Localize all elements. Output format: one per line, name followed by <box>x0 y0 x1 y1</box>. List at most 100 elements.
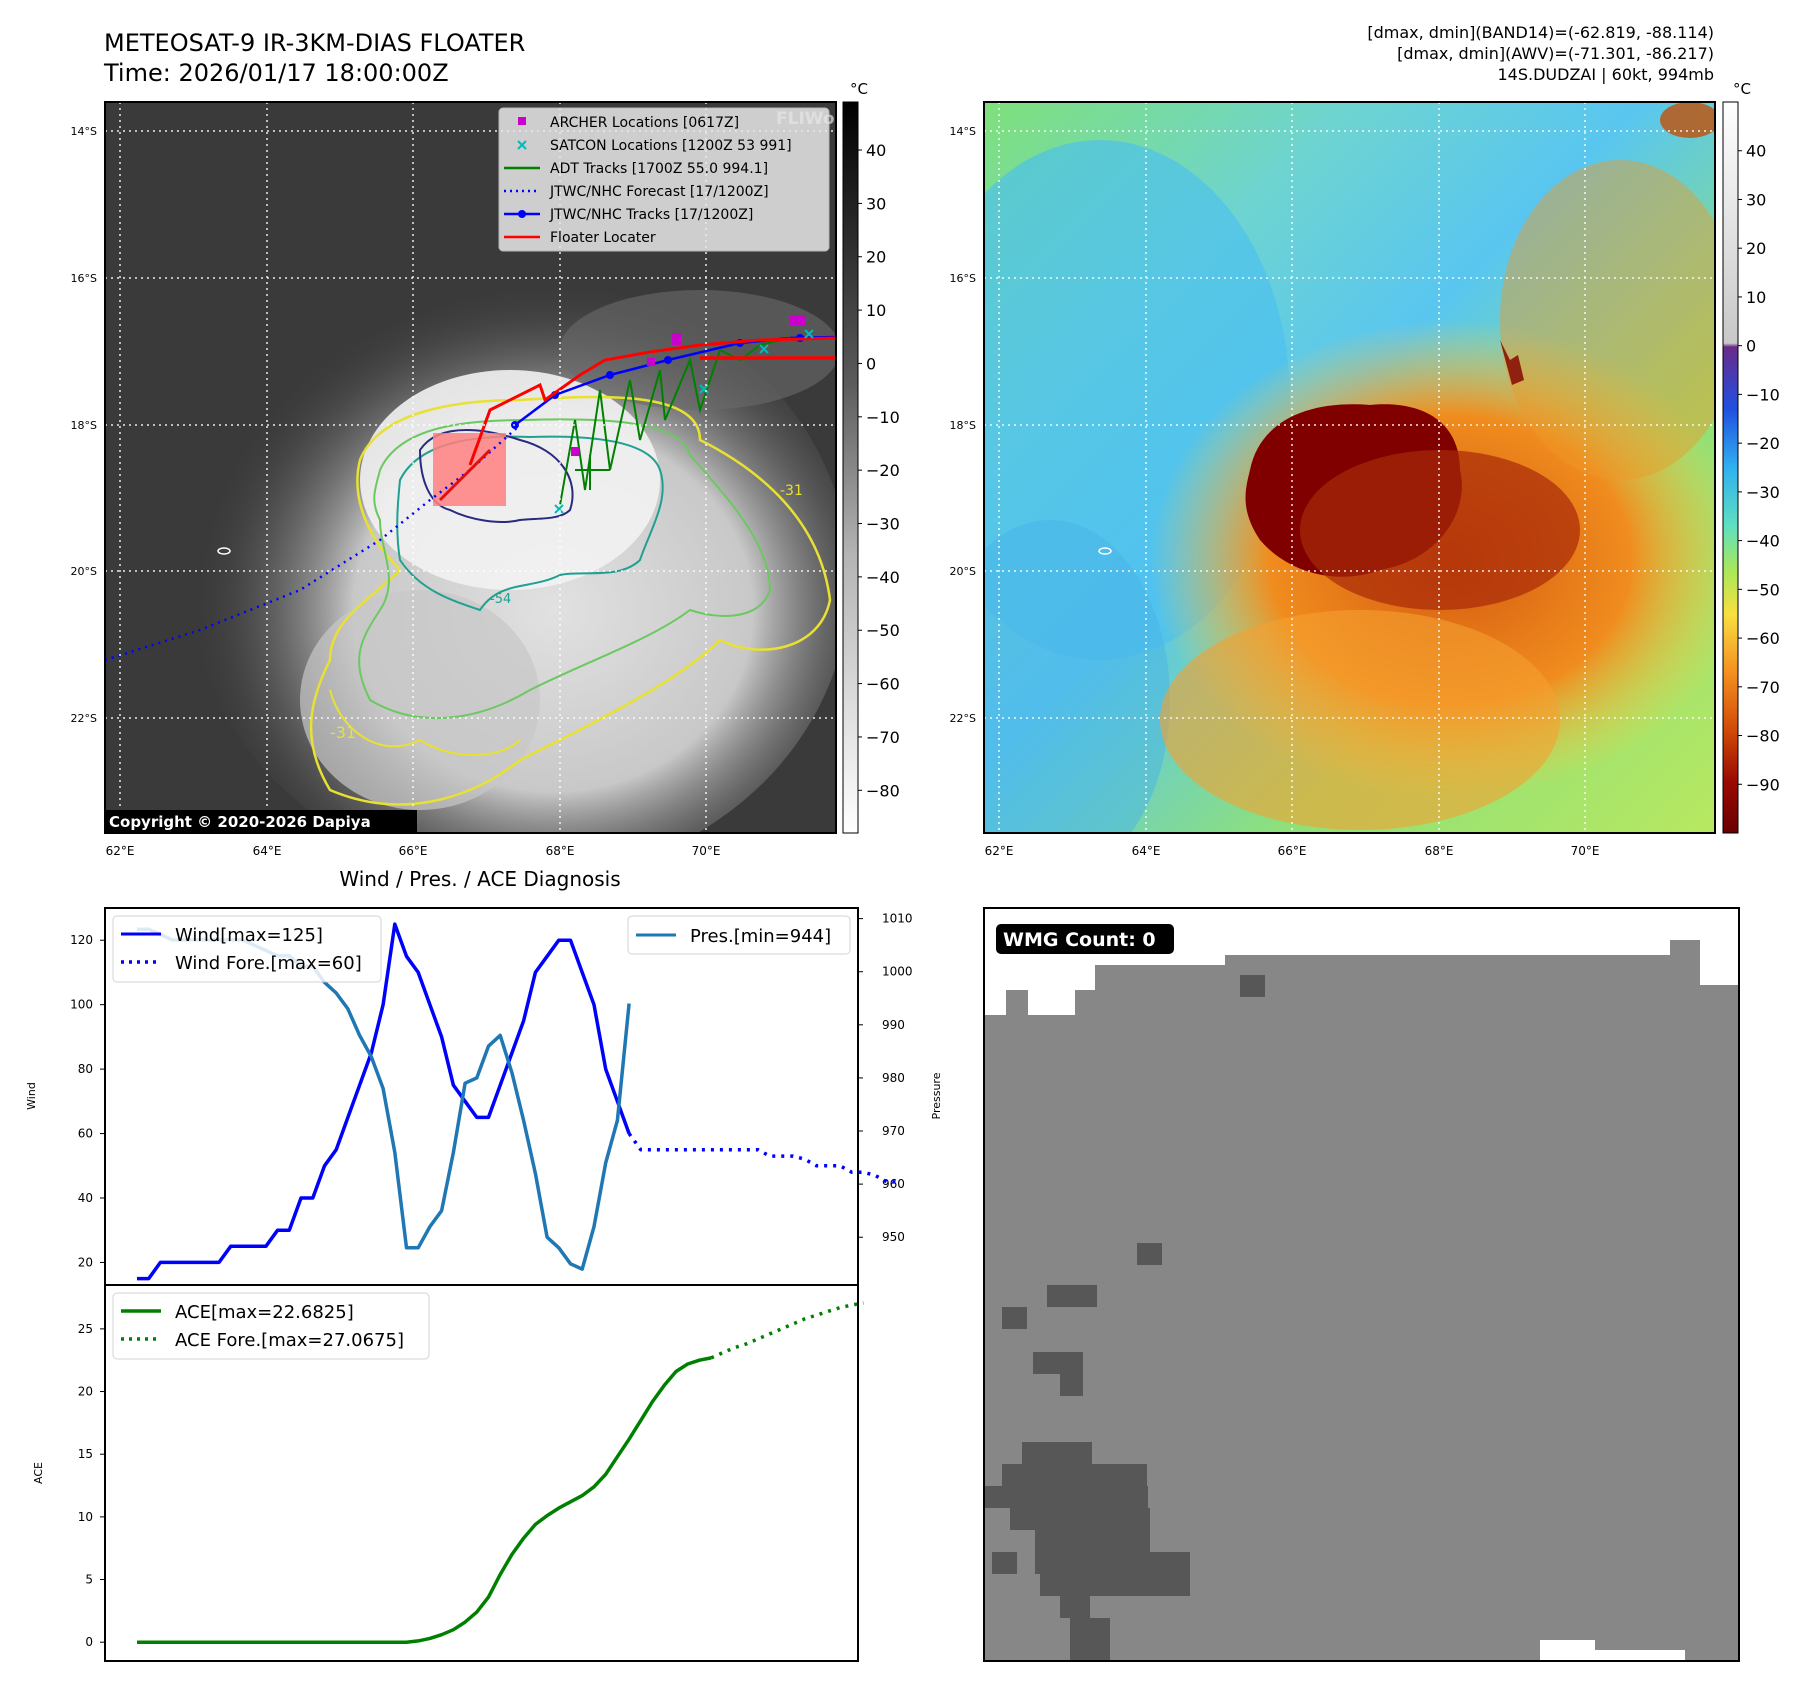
colorbar-tick-label: −10 <box>866 408 900 427</box>
gray-colorbar: °C 40 30 20 10 0 −10 −20 −30 −40 −50 −60 −70 −80 <box>842 80 900 834</box>
lon-label: 62°E <box>985 844 1014 858</box>
awv-range: [dmax, dmin](AWV)=(-71.301, -86.217) <box>1397 44 1714 63</box>
legend-item: ARCHER Locations [0617Z] <box>518 115 739 131</box>
wmg-frame <box>983 907 1740 1662</box>
colorbar-tick-label: 20 <box>1746 239 1766 258</box>
y-tick-label: 20 <box>78 1385 93 1399</box>
corner-cloud <box>1660 102 1715 138</box>
y2-tick-label: 980 <box>882 1071 905 1085</box>
cold-region <box>984 520 1170 833</box>
figure-time: Time: 2026/01/17 18:00:00Z <box>103 59 449 87</box>
ace-chart: 0 5 10 15 20 25 ACE ACE[max=22.6825] ACE Fore… <box>32 1284 864 1662</box>
legend-item: ACE[max=22.6825] <box>121 1302 354 1323</box>
y-tick-label: 60 <box>78 1127 93 1141</box>
ir-map-panel: -31 -54 -31 <box>71 101 837 858</box>
band14-range: [dmax, dmin](BAND14)=(-62.819, -88.114) <box>1367 23 1714 42</box>
ir-lon-labels: 62°E 64°E 66°E 68°E 70°E <box>106 844 721 858</box>
contour-label: -54 <box>490 592 511 607</box>
colorbar-tick-label: −20 <box>1746 434 1780 453</box>
figure-title: METEOSAT-9 IR-3KM-DIAS FLOATER <box>104 29 525 57</box>
lat-label: 14°S <box>950 125 976 138</box>
wind-axis-label: Wind <box>25 1082 38 1110</box>
pressure-axis-label: Pressure <box>930 1072 943 1119</box>
color-colorbar-ticks: 40 30 20 10 0 −10 −20 −30 −40 −50 −60 −70 −80 −90 <box>1738 142 1780 794</box>
legend-item: SATCON Locations [1200Z 53 991] <box>517 138 792 154</box>
y-tick-label: 80 <box>78 1062 93 1076</box>
color-lat-labels: 14°S 16°S 18°S 20°S 22°S <box>950 125 976 725</box>
jtwc-forecast-track <box>105 424 521 662</box>
y-tick-label: 5 <box>85 1573 93 1587</box>
legend-item: Wind Fore.[max=60] <box>121 953 362 974</box>
legend-item: Floater Locater <box>504 230 656 246</box>
color-lon-labels: 62°E 64°E 66°E 68°E 70°E <box>985 844 1600 858</box>
legend-label: JTWC/NHC Forecast [17/1200Z] <box>549 184 769 200</box>
ir-map-frame <box>104 101 837 834</box>
lon-label: 68°E <box>1425 844 1454 858</box>
contour-label: -31 <box>330 723 356 742</box>
wmg-dark-cells <box>984 975 1265 1661</box>
ace-axis-label: ACE <box>32 1462 45 1484</box>
y-tick-label: 120 <box>70 933 93 947</box>
legend-label: ARCHER Locations [0617Z] <box>550 115 739 131</box>
lon-label: 70°E <box>692 844 721 858</box>
color-colorbar: °C 40 30 20 10 0 −10 −20 −30 −40 −50 −60 −70 −80 −90 <box>1722 80 1780 834</box>
lat-label: 18°S <box>950 419 976 432</box>
copyright-box <box>105 810 417 833</box>
gray-colorbar-ticks: 40 30 20 10 0 −10 −20 −30 −40 −50 −60 −70 −80 <box>858 141 900 800</box>
colorbar-tick-label: 0 <box>866 354 876 373</box>
contour-green <box>358 418 772 720</box>
legend-label: Pres.[min=944] <box>690 926 831 947</box>
legend-label: ADT Tracks [1700Z 55.0 994.1] <box>550 161 768 177</box>
core-extension <box>1300 450 1580 610</box>
legend-swatch <box>517 140 527 150</box>
warm-band <box>1160 610 1560 830</box>
wind-legend: Wind[max=125] Wind Fore.[max=60] <box>112 915 382 983</box>
ir-cloud-core <box>360 370 660 590</box>
lat-label: 22°S <box>950 712 976 725</box>
lat-label: 20°S <box>950 565 976 578</box>
y2-tick-label: 990 <box>882 1018 905 1032</box>
diagnosis-title: Wind / Pres. / ACE Diagnosis <box>339 867 620 891</box>
lat-label: 14°S <box>71 125 97 138</box>
lon-label: 64°E <box>253 844 282 858</box>
ace-plot: 0 5 10 15 20 25 <box>78 1301 864 1649</box>
storm-info: 14S.DUDZAI | 60kt, 994mb <box>1498 65 1715 84</box>
lon-label: 68°E <box>546 844 575 858</box>
copyright-text: Copyright © 2020-2026 Dapiya <box>109 813 371 831</box>
contour-yellow-outer <box>329 689 521 756</box>
y-tick-label: 100 <box>70 998 93 1012</box>
colorbar-tick-label: −80 <box>866 781 900 800</box>
ace-legend: ACE[max=22.6825] ACE Fore.[max=27.0675] <box>112 1292 430 1360</box>
wmg-count-box <box>996 924 1174 954</box>
ir-cloud-band <box>300 590 540 810</box>
small-island <box>217 547 231 555</box>
legend-item: JTWC/NHC Forecast [17/1200Z] <box>504 184 769 200</box>
lat-label: 20°S <box>71 565 97 578</box>
colorbar-tick-label: 0 <box>1746 337 1756 356</box>
lon-label: 64°E <box>1132 844 1161 858</box>
colorbar-tick-label: −40 <box>1746 532 1780 551</box>
legend-label: ACE[max=22.6825] <box>175 1302 354 1323</box>
series-line <box>710 1301 864 1360</box>
colorbar-tick-label: −60 <box>866 675 900 694</box>
pressure-legend: Pres.[min=944] <box>627 915 851 955</box>
lon-label: 62°E <box>106 844 135 858</box>
y2-tick-label: 1000 <box>882 965 913 979</box>
wind-pressure-chart: 20 40 60 80 100 120 950 960 970 980 990 1000 1010 Wi… <box>25 907 943 1286</box>
floater-locater-track <box>468 336 836 466</box>
colorbar-unit: °C <box>1733 80 1751 98</box>
colorbar-tick-label: −80 <box>1746 727 1780 746</box>
floater-locater-segment <box>438 448 492 502</box>
colorbar-tick-label: −70 <box>1746 678 1780 697</box>
map-legend: ARCHER Locations [0617Z] SATCON Location… <box>498 107 830 252</box>
y2-tick-label: 970 <box>882 1124 905 1138</box>
series-line <box>137 1356 712 1644</box>
colorbar-tick-label: −20 <box>866 461 900 480</box>
color-map-panel: 14°S 16°S 18°S 20°S 22°S 62°E 64°E 66°E … <box>950 101 1716 858</box>
colorbar-tick-label: −90 <box>1746 775 1780 794</box>
warm-band-north <box>1500 160 1715 480</box>
legend-label: Wind Fore.[max=60] <box>175 953 362 974</box>
colorbar-tick-label: −60 <box>1746 629 1780 648</box>
lon-label: 66°E <box>1278 844 1307 858</box>
